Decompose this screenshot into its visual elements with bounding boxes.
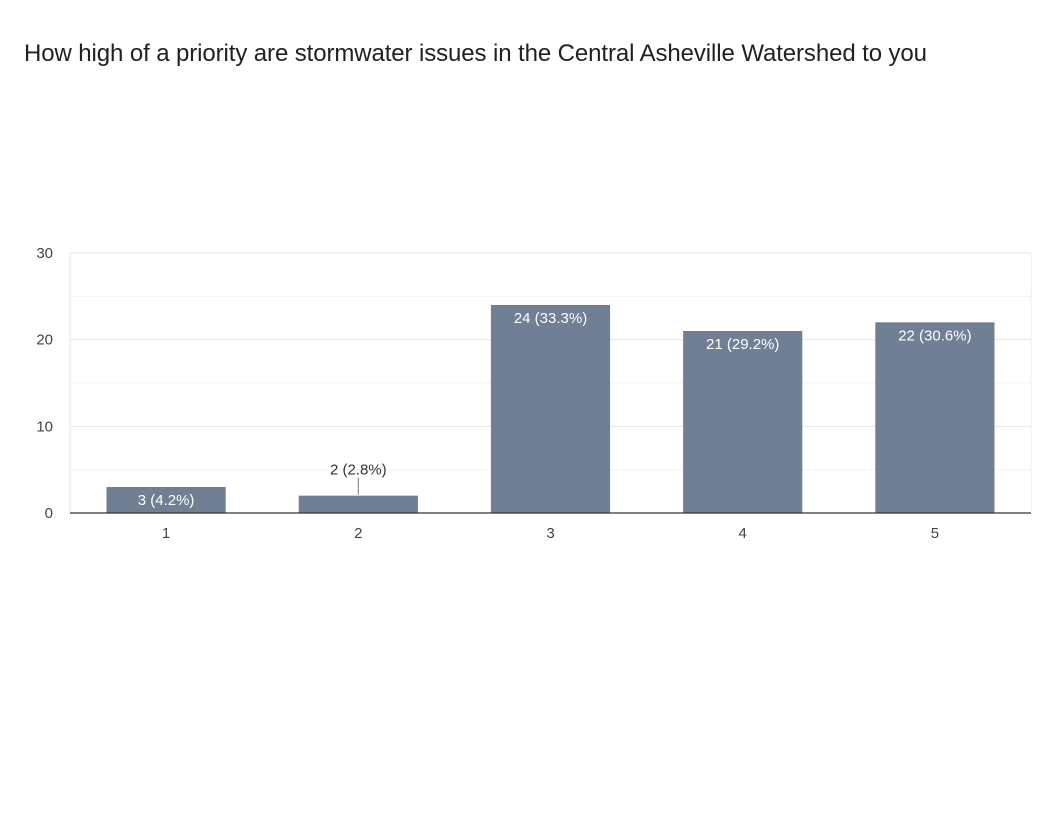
y-tick-label: 0 [45, 505, 53, 522]
bars [106, 305, 995, 513]
data-label: 3 (4.2%) [138, 492, 195, 509]
y-tick-label: 20 [36, 332, 53, 349]
x-tick-label: 1 [162, 525, 170, 542]
bar [106, 487, 226, 513]
data-label: 2 (2.8%) [330, 462, 387, 479]
data-label: 24 (33.3%) [514, 310, 587, 327]
axes: 0 10 20 30 1 2 3 4 5 [36, 245, 1031, 542]
x-tick-label: 3 [546, 525, 554, 542]
bar [683, 331, 803, 513]
y-tick-label: 30 [36, 245, 53, 262]
data-label: 21 (29.2%) [706, 336, 779, 353]
bar [490, 305, 611, 513]
x-tick-label: 2 [354, 525, 362, 542]
data-labels: 3 (4.2%) 2 (2.8%) 24 (33.3%) 21 (29.2%) 22 (… [138, 310, 972, 509]
bar [875, 322, 995, 513]
x-tick-label: 4 [739, 525, 747, 542]
x-tick-label: 5 [931, 525, 939, 542]
data-label: 22 (30.6%) [898, 327, 971, 344]
bar [298, 495, 418, 513]
y-tick-label: 10 [36, 418, 53, 435]
chart-title: How high of a priority are stormwater is… [24, 40, 927, 67]
